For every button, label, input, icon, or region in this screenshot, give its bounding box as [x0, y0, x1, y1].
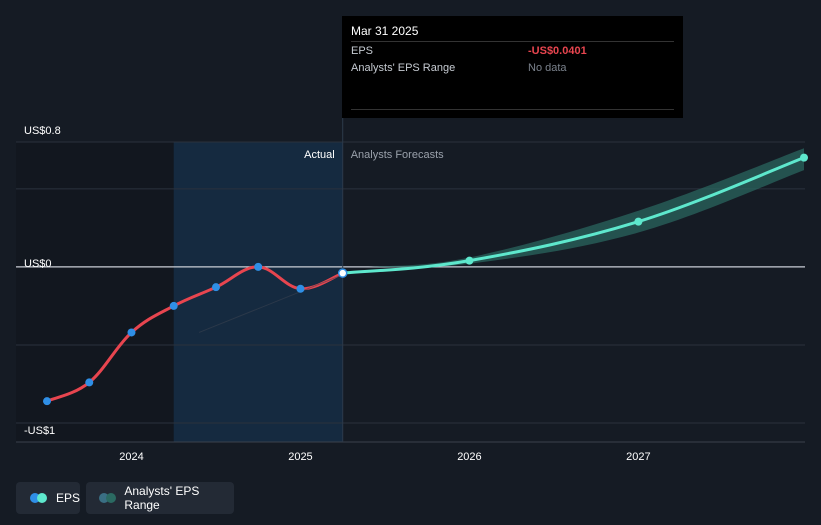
- tooltip-range-value: No data: [528, 62, 567, 74]
- past-shade: [16, 142, 174, 442]
- y-tick-label-1: US$0: [24, 258, 52, 270]
- hover-tooltip: Mar 31 2025 EPS -US$0.0401 Analysts' EPS…: [342, 16, 683, 118]
- tooltip-date: Mar 31 2025: [351, 24, 419, 38]
- eps-forecast-point-1: [465, 256, 474, 265]
- range-legend-icon: [99, 493, 116, 503]
- eps-actual-point-7: [337, 268, 348, 278]
- legend-eps-label: EPS: [55, 491, 80, 505]
- legend-range-label: Analysts' EPS Range: [124, 484, 200, 512]
- eps-forecast-line: [341, 156, 806, 275]
- eps-forecast-point-2: [634, 217, 643, 226]
- forecast-range-band: [368, 148, 804, 268]
- y-tick-label-2: -US$1: [24, 425, 55, 437]
- eps-actual-point-1: [85, 378, 94, 387]
- eps-actual-line: [45, 265, 345, 403]
- forecast-section-label: Analysts Forecasts: [351, 149, 444, 161]
- eps-actual-point-2: [127, 328, 136, 337]
- tooltip-range-row: Analysts' EPS Range No data: [351, 59, 674, 77]
- x-tick-label-0: 2024: [119, 451, 143, 463]
- tooltip-divider: [351, 109, 674, 110]
- eps-actual-point-6: [296, 284, 305, 293]
- eps-forecast-point-3: [800, 153, 808, 162]
- actual-section-label: Actual: [304, 149, 335, 161]
- tooltip-eps-value: -US$0.0401: [528, 45, 587, 57]
- legend-range-button[interactable]: Analysts' EPS Range: [86, 482, 234, 514]
- actual-period-highlight: [173, 142, 343, 442]
- eps-actual-point-5: [254, 262, 263, 271]
- legend-eps-button[interactable]: EPS: [16, 482, 80, 514]
- x-tick-label-3: 2027: [626, 451, 650, 463]
- x-tick-label-1: 2025: [288, 451, 312, 463]
- eps-actual-point-3: [169, 301, 178, 310]
- eps-actual-point-0: [43, 397, 51, 406]
- tooltip-range-label: Analysts' EPS Range: [351, 62, 456, 74]
- y-tick-label-0: US$0.8: [24, 125, 61, 137]
- tooltip-eps-row: EPS -US$0.0401: [351, 41, 674, 60]
- eps-legend-icon: [30, 493, 48, 503]
- trend-ghost-line: [198, 274, 343, 333]
- x-tick-label-2: 2026: [457, 451, 481, 463]
- eps-actual-point-4: [211, 283, 220, 292]
- tooltip-eps-label: EPS: [351, 45, 374, 57]
